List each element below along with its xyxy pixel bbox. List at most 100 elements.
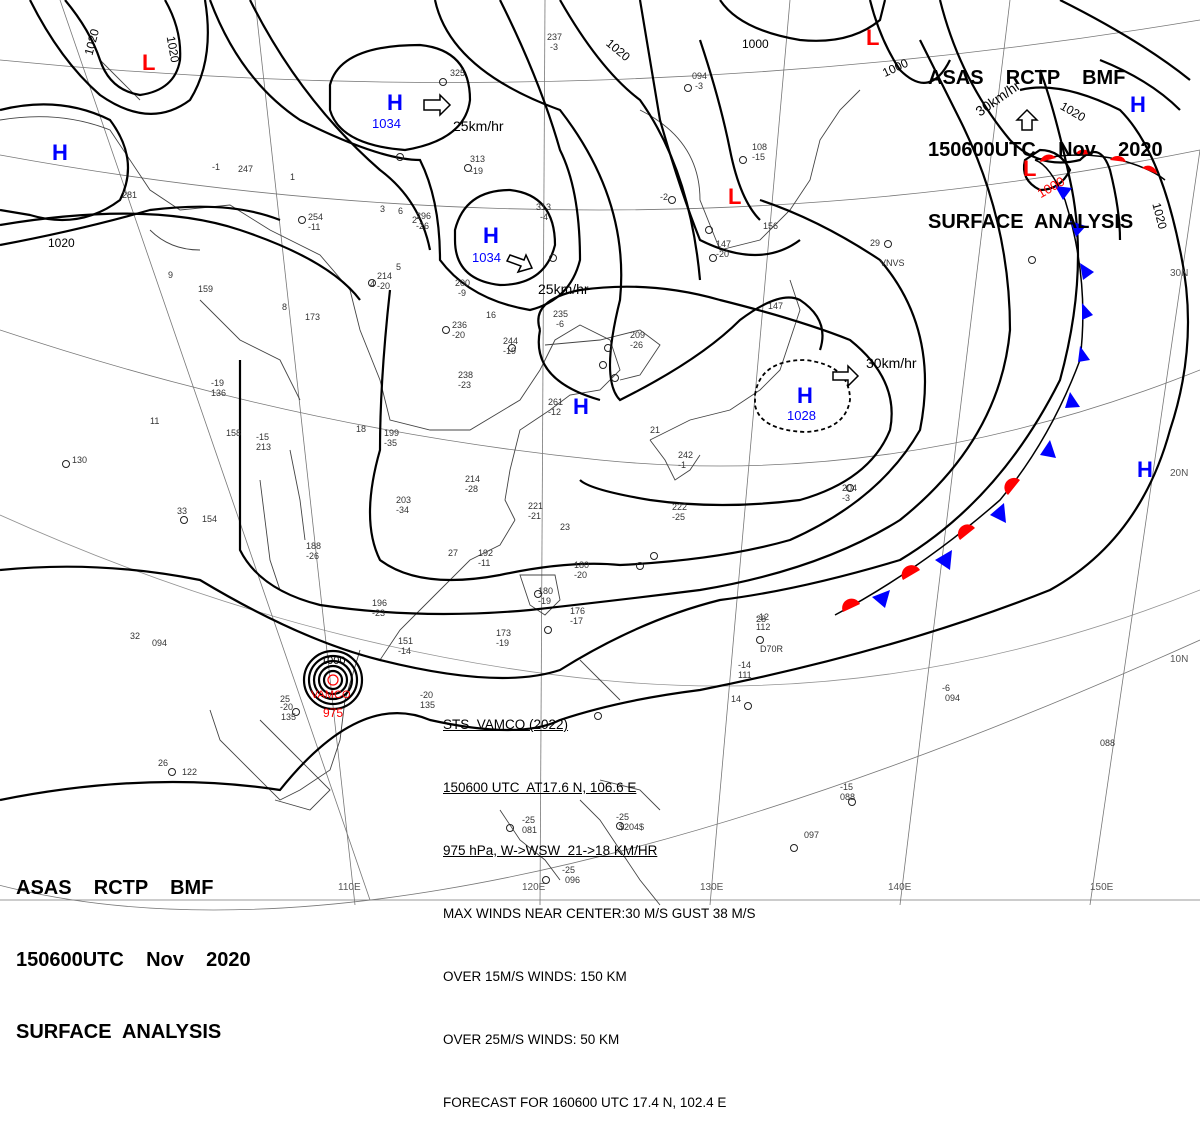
movement-speed-label: 30km/hr bbox=[866, 355, 917, 371]
station-value: 313 bbox=[470, 154, 485, 164]
station-value: 238 bbox=[458, 370, 473, 380]
typhoon-info-15ms-radius: OVER 15M/S WINDS: 150 KM bbox=[443, 969, 627, 984]
station-value: 222 bbox=[672, 502, 687, 512]
isobar-value: 1020 bbox=[48, 236, 75, 250]
station-value: -3 bbox=[695, 81, 703, 91]
movement-speed-label: 25km/hr bbox=[453, 118, 504, 134]
lon-label: 140E bbox=[888, 882, 912, 893]
station-symbol bbox=[684, 84, 692, 92]
station-value: 151 bbox=[398, 636, 413, 646]
typhoon-info-25ms-radius: OVER 25M/S WINDS: 50 KM bbox=[443, 1032, 620, 1047]
station-symbol bbox=[180, 516, 188, 524]
station-value: 203 bbox=[396, 495, 411, 505]
station-value: 5 bbox=[396, 262, 401, 272]
coastline bbox=[0, 59, 861, 906]
station-value: 094 bbox=[945, 693, 960, 703]
header-bottom-line3: SURFACE ANALYSIS bbox=[16, 1021, 222, 1043]
typhoon-info-pressure: 975 hPa, W->WSW 21->18 KM/HR bbox=[443, 843, 658, 858]
weather-map: H 1034 H 1034 H 1028 H H H H L L L L 100… bbox=[0, 0, 1200, 911]
station-symbol bbox=[396, 153, 404, 161]
station-value: D70R bbox=[760, 644, 784, 654]
station-value: -6 bbox=[556, 319, 564, 329]
station-value: VNVS bbox=[880, 258, 905, 268]
low-center-label: L bbox=[728, 184, 741, 209]
header-bottom-line1: ASAS RCTP BMF bbox=[16, 877, 214, 899]
high-center-label: H bbox=[483, 223, 499, 248]
typhoon-info-forecast: FORECAST FOR 160600 UTC 17.4 N, 102.4 E bbox=[443, 1095, 727, 1110]
station-value: -11 bbox=[478, 558, 490, 568]
station-symbol bbox=[604, 344, 612, 352]
station-value: 196 bbox=[372, 598, 387, 608]
isobar-value: 1020 bbox=[82, 27, 103, 57]
typhoon-info-max-winds: MAX WINDS NEAR CENTER:30 M/S GUST 38 M/S bbox=[443, 906, 756, 921]
station-value: -4 bbox=[540, 212, 548, 222]
station-value: 29 bbox=[870, 238, 880, 248]
station-value: -11 bbox=[308, 222, 320, 232]
station-symbol bbox=[508, 344, 516, 352]
station-value: -28 bbox=[465, 484, 478, 494]
station-value: 8 bbox=[282, 302, 287, 312]
station-value: 244 bbox=[503, 336, 518, 346]
station-value: 3 bbox=[380, 204, 385, 214]
station-symbol bbox=[1028, 256, 1036, 264]
station-value: 221 bbox=[528, 501, 543, 511]
station-symbol bbox=[62, 460, 70, 468]
station-value: 176 bbox=[570, 606, 585, 616]
station-value: 088 bbox=[1100, 738, 1115, 748]
station-value: 28 bbox=[756, 614, 766, 624]
lat-label: 10N bbox=[1170, 654, 1188, 665]
lat-label: 20N bbox=[1170, 468, 1188, 479]
high-center-value: 1034 bbox=[472, 250, 501, 265]
station-symbol bbox=[709, 254, 717, 262]
station-value: 27 bbox=[448, 548, 458, 558]
station-symbol bbox=[599, 361, 607, 369]
station-value: -12 bbox=[756, 612, 769, 622]
station-value: 296 bbox=[416, 211, 431, 221]
header-top-line2: 150600UTC Nov 2020 bbox=[928, 139, 1163, 161]
station-value: 108 bbox=[752, 142, 767, 152]
station-value: 11 bbox=[150, 416, 159, 426]
station-symbol bbox=[464, 164, 472, 172]
station-symbol bbox=[368, 279, 376, 287]
station-value: 094 bbox=[692, 71, 707, 81]
station-value: 112 bbox=[756, 622, 770, 632]
station-symbol bbox=[611, 374, 619, 382]
front-line bbox=[834, 149, 1166, 616]
station-value: 25 bbox=[280, 694, 290, 704]
station-value: -19 bbox=[538, 596, 551, 606]
station-value: -3 bbox=[550, 42, 558, 52]
station-value: 214 bbox=[377, 271, 392, 281]
station-value: 1 bbox=[290, 172, 295, 182]
station-value: 281 bbox=[122, 190, 137, 200]
high-center-label: H bbox=[1137, 457, 1153, 482]
station-value: 158 bbox=[226, 428, 241, 438]
latlon-grid bbox=[0, 0, 1200, 911]
station-value: 097 bbox=[804, 830, 819, 840]
station-symbol bbox=[542, 876, 550, 884]
station-value: -20 bbox=[280, 702, 293, 712]
station-symbol bbox=[292, 708, 300, 716]
station-value: -19 bbox=[470, 166, 483, 176]
station-value: -19 bbox=[496, 638, 509, 648]
station-value: -17 bbox=[570, 616, 583, 626]
station-value: 235 bbox=[553, 309, 568, 319]
station-symbol bbox=[705, 226, 713, 234]
header-top: ASAS RCTP BMF 150600UTC Nov 2020 SURFACE… bbox=[928, 18, 1163, 258]
station-value: 200 bbox=[455, 278, 470, 288]
station-value: 209 bbox=[630, 330, 645, 340]
high-center-label: H bbox=[1130, 92, 1146, 117]
station-value: 081 bbox=[522, 825, 537, 835]
station-symbol bbox=[616, 822, 624, 830]
station-value: 237 bbox=[547, 32, 562, 42]
station-value: 204 bbox=[842, 483, 857, 493]
station-symbol bbox=[298, 216, 306, 224]
typhoon-isobars bbox=[302, 649, 364, 711]
station-value: -23 bbox=[372, 608, 385, 618]
station-value: 26 bbox=[158, 758, 168, 768]
station-value: 313 bbox=[536, 202, 551, 212]
station-value: $204$ bbox=[619, 822, 644, 832]
station-value: 21 bbox=[650, 425, 660, 435]
lat-label: 30N bbox=[1170, 268, 1188, 279]
station-value: -12 bbox=[548, 407, 561, 417]
lon-label: 150E bbox=[1090, 882, 1114, 893]
